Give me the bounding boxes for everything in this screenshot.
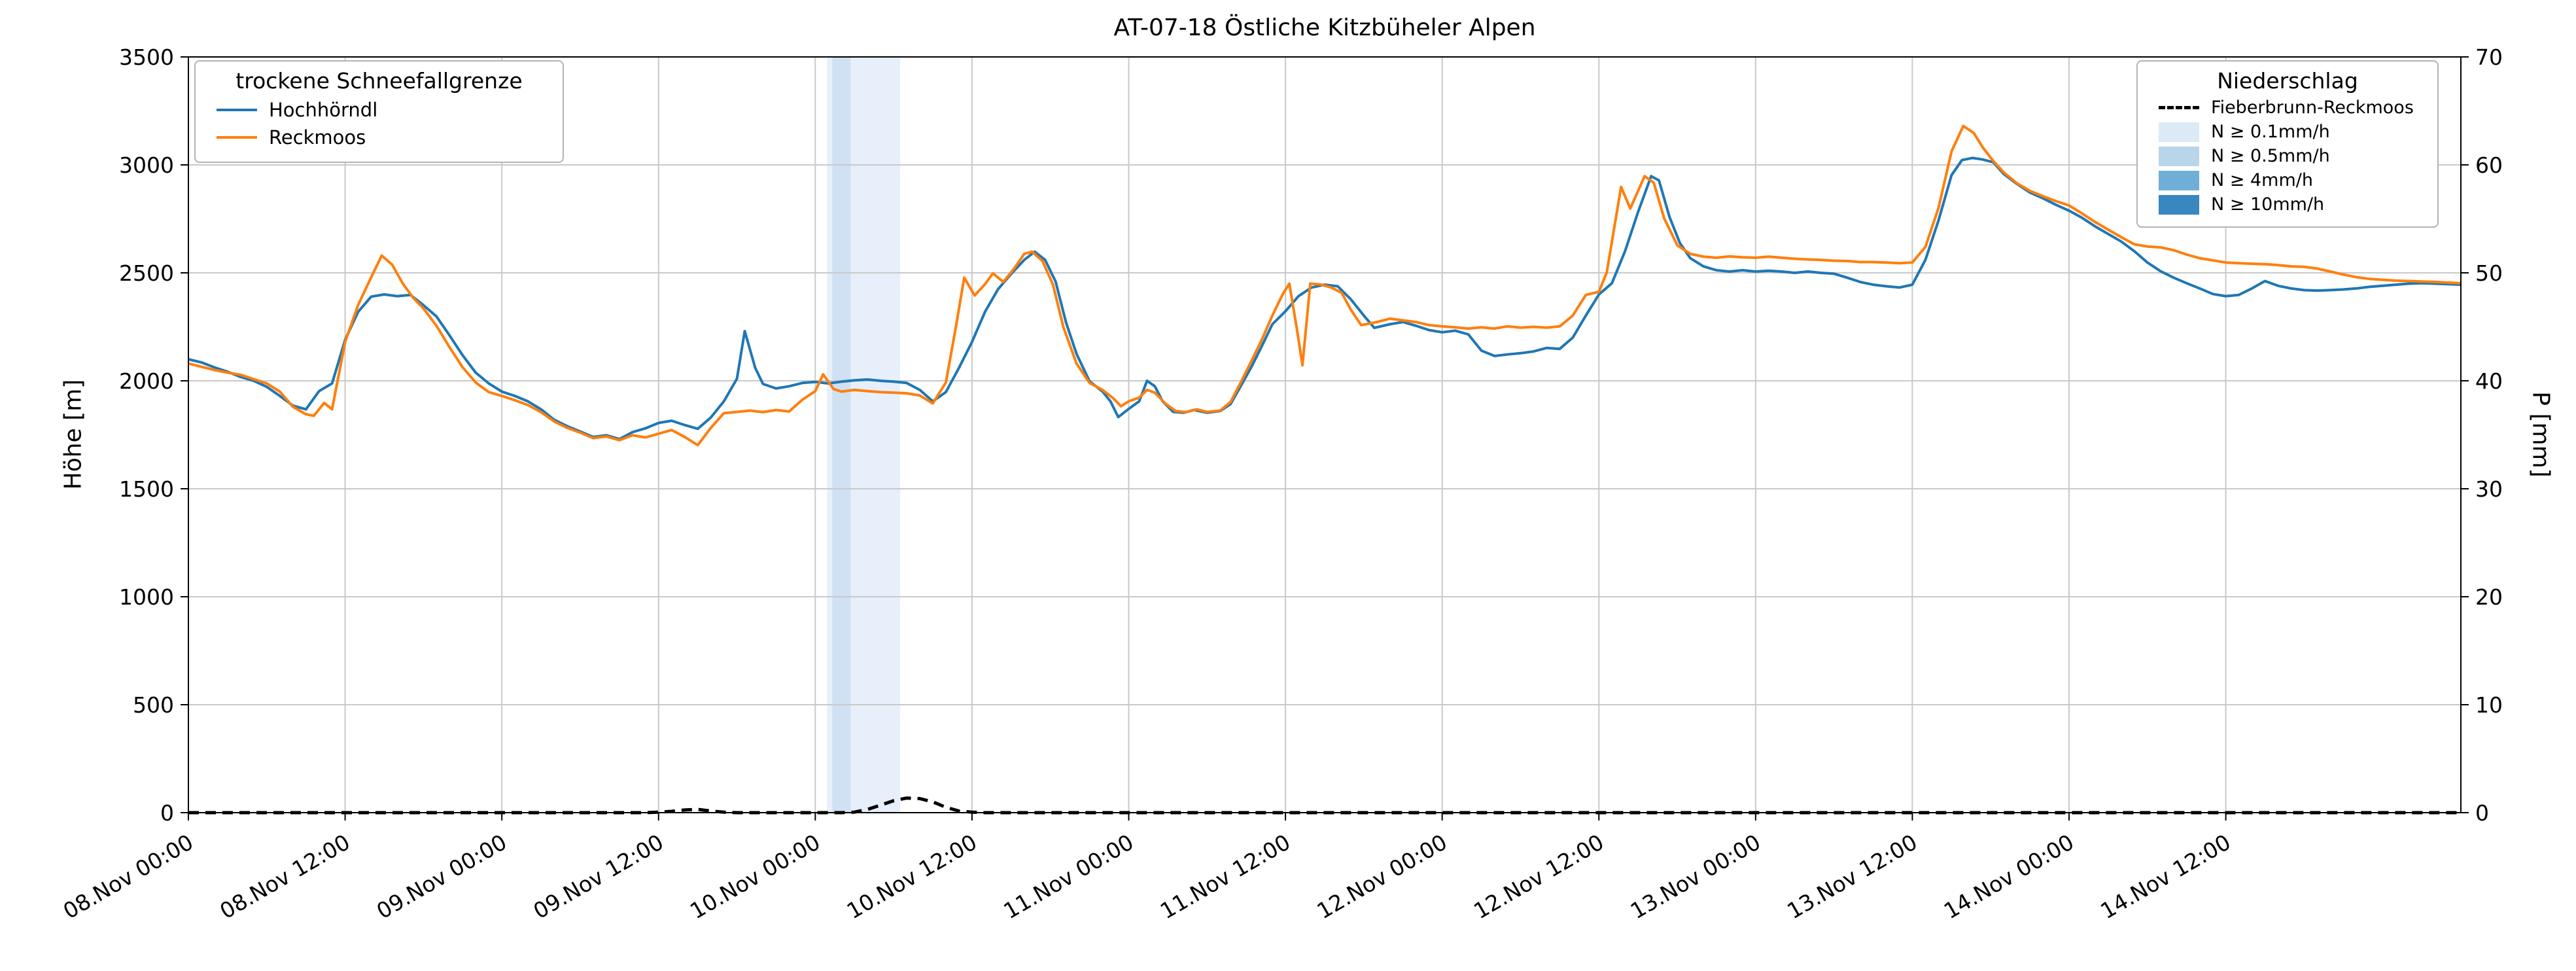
x-tick-label: 09.Nov 12:00 — [529, 829, 668, 924]
legend-label: Hochhörndl — [269, 99, 378, 121]
x-tick-label: 13.Nov 12:00 — [1783, 829, 1921, 924]
legend-label: Fieberbrunn-Reckmoos — [2211, 97, 2414, 118]
y-right-tick-label: 50 — [2475, 260, 2503, 286]
legend-item: Fieberbrunn-Reckmoos — [2159, 97, 2426, 118]
legend-snowline-title: trockene Schneefallgrenze — [235, 68, 523, 94]
y-left-tick-label: 500 — [133, 692, 174, 718]
series-fieberbrunn-reckmoos — [188, 796, 2461, 815]
legend-label: N ≥ 10mm/h — [2211, 194, 2325, 215]
y-left-tick-label: 3000 — [119, 152, 174, 178]
x-tick-label: 13.Nov 00:00 — [1626, 829, 1765, 924]
x-tick-label: 09.Nov 00:00 — [372, 829, 511, 924]
y-right-tick-label: 60 — [2475, 152, 2503, 178]
y-axis-label-left: Höhe [m] — [60, 379, 87, 490]
legend-item: N ≥ 10mm/h — [2159, 194, 2426, 215]
y-right-tick-label: 0 — [2475, 800, 2489, 826]
legend-label: Reckmoos — [269, 126, 366, 149]
y-right-tick-label: 30 — [2475, 476, 2503, 502]
line-swatch — [217, 136, 257, 139]
x-tick-label: 08.Nov 00:00 — [59, 829, 198, 924]
legend-precip-title: Niederschlag — [2217, 68, 2358, 94]
y-right-tick-label: 10 — [2475, 692, 2503, 718]
x-tick-label: 10.Nov 00:00 — [686, 829, 824, 924]
y-left-tick-label: 1500 — [119, 476, 174, 502]
legend-precip-items: Fieberbrunn-Reckmoos N ≥ 0.1mm/h N ≥ 0.5mm… — [2150, 97, 2426, 215]
y-left-tick-label: 3500 — [119, 44, 174, 70]
precip-band — [832, 57, 851, 813]
legend-item: Hochhörndl — [217, 99, 551, 121]
y-right-tick-label: 70 — [2475, 44, 2503, 70]
legend-item: Reckmoos — [217, 126, 551, 149]
x-tick-label: 12.Nov 12:00 — [1469, 829, 1608, 924]
x-tick-label: 10.Nov 12:00 — [843, 829, 981, 924]
legend-precip: Niederschlag Fieberbrunn-Reckmoos N ≥ 0.1… — [2136, 60, 2439, 228]
x-tick-label: 14.Nov 00:00 — [1940, 829, 2078, 924]
y-left-tick-label: 2500 — [119, 260, 174, 286]
x-tick-label: 11.Nov 12:00 — [1156, 829, 1295, 924]
y-right-tick-label: 40 — [2475, 368, 2503, 394]
x-tick-label: 11.Nov 00:00 — [999, 829, 1138, 924]
y-axis-label-right: P [mm] — [2527, 391, 2554, 478]
plot-border — [188, 56, 2462, 813]
series-reckmoos — [188, 124, 2462, 447]
line-swatch — [217, 109, 257, 111]
patch-swatch — [2159, 146, 2199, 166]
dashed-line-swatch — [2159, 106, 2199, 109]
x-tick-label: 14.Nov 12:00 — [2096, 829, 2235, 924]
y-left-tick-label: 0 — [160, 800, 174, 826]
legend-item: N ≥ 0.5mm/h — [2159, 146, 2426, 166]
chart-title: AT-07-18 Östliche Kitzbüheler Alpen — [1113, 14, 1536, 41]
legend-snowline-items: Hochhörndl Reckmoos — [207, 99, 551, 149]
patch-swatch — [2159, 170, 2199, 190]
y-right-tick-label: 20 — [2475, 584, 2503, 610]
grid — [188, 56, 2461, 813]
y-left-tick-label: 2000 — [119, 368, 174, 394]
legend-snowline: trockene Schneefallgrenze Hochhörndl Reck… — [194, 60, 564, 163]
legend-item: N ≥ 4mm/h — [2159, 170, 2426, 190]
legend-item: N ≥ 0.1mm/h — [2159, 122, 2426, 142]
series-hochhoerndl — [188, 156, 2462, 441]
legend-label: N ≥ 0.5mm/h — [2211, 146, 2330, 166]
legend-label: N ≥ 0.1mm/h — [2211, 122, 2330, 142]
legend-label: N ≥ 4mm/h — [2211, 170, 2313, 190]
patch-swatch — [2159, 122, 2199, 142]
precip-bands — [827, 57, 901, 813]
patch-swatch — [2159, 194, 2199, 215]
x-tick-label: 12.Nov 00:00 — [1313, 829, 1452, 924]
x-tick-label: 08.Nov 12:00 — [215, 829, 354, 924]
y-left-tick-label: 1000 — [119, 584, 174, 610]
